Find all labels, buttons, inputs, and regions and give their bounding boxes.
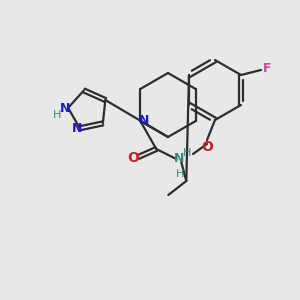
Text: N: N (174, 152, 184, 164)
Text: N: N (139, 113, 149, 127)
Text: H: H (176, 169, 184, 179)
Text: N: N (60, 102, 70, 116)
Text: H: H (183, 148, 191, 158)
Text: F: F (263, 62, 271, 76)
Text: O: O (127, 151, 139, 165)
Text: H: H (53, 110, 61, 120)
Text: N: N (72, 122, 82, 135)
Text: O: O (201, 140, 213, 154)
